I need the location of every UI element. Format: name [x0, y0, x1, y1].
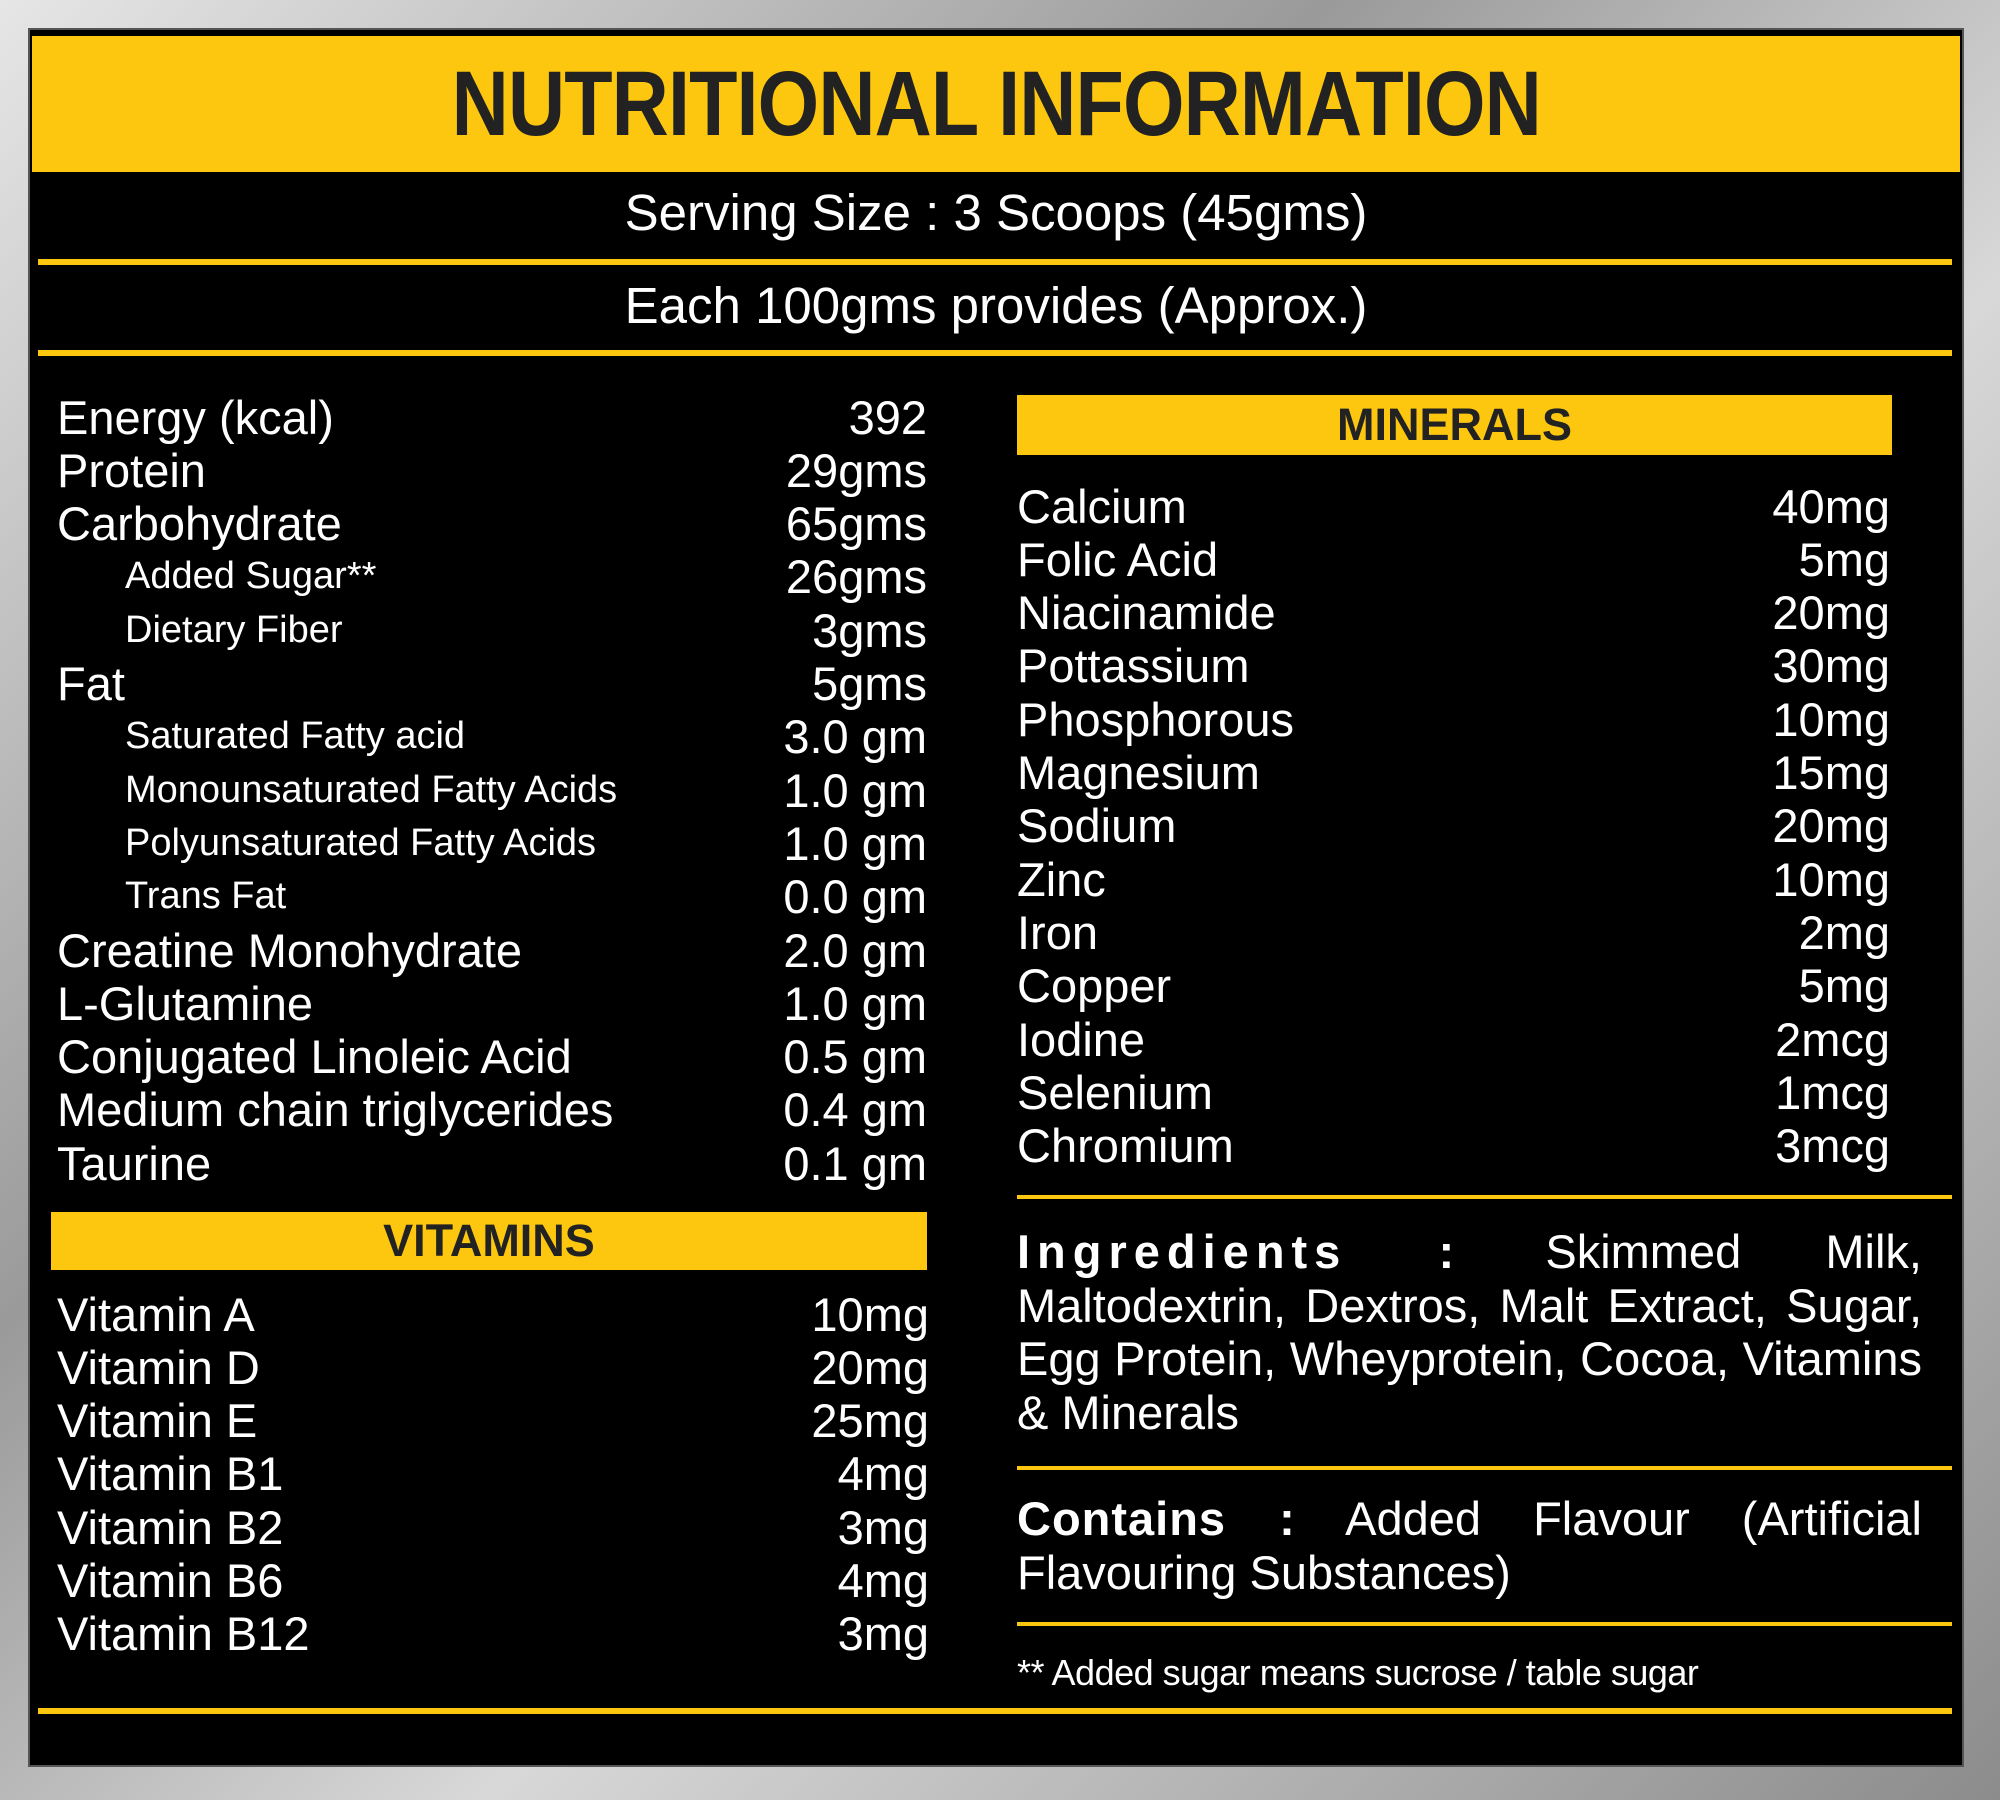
- nutrient-value: 3mg: [837, 1607, 929, 1661]
- minerals-bar: MINERALS: [1017, 395, 1892, 455]
- nutrient-value: 20mg: [1772, 586, 1890, 640]
- nutrient-value: 25mg: [811, 1394, 929, 1448]
- nutrient-value: 10mg: [1772, 692, 1890, 746]
- nutrient-label: L-Glutamine: [57, 976, 313, 1030]
- nutrient-value: 1mcg: [1775, 1065, 1890, 1119]
- nutrient-value: 3.0 gm: [783, 710, 927, 764]
- nutrient-value: 40mg: [1772, 479, 1890, 533]
- nutrient-label: Copper: [1017, 959, 1172, 1013]
- divider: [1017, 1622, 1952, 1626]
- sub-nutrient-label: Monounsaturated Fatty Acids: [125, 768, 618, 811]
- nutrient-value: 3gms: [812, 603, 927, 657]
- title-bar: NUTRITIONAL INFORMATION: [32, 36, 1960, 172]
- nutrient-label: Iron: [1017, 905, 1098, 959]
- nutrient-value: 5mg: [1798, 532, 1890, 586]
- divider: [1017, 1195, 1952, 1199]
- nutrient-value: 20mg: [1772, 799, 1890, 853]
- ingredients-label: Ingredients :: [1017, 1225, 1462, 1278]
- nutrient-value: 65gms: [785, 497, 927, 551]
- nutrient-label: Conjugated Linoleic Acid: [57, 1030, 572, 1084]
- nutrient-label: Fat: [57, 657, 125, 710]
- nutrient-label: Phosphorous: [1017, 692, 1294, 746]
- nutrient-label: Selenium: [1017, 1065, 1213, 1119]
- nutrient-value: 3mg: [837, 1500, 929, 1554]
- basis: Each 100gms provides (Approx.): [624, 277, 1368, 334]
- divider: [38, 350, 1952, 356]
- nutrient-label: Calcium: [1017, 479, 1187, 533]
- nutrient-label: Zinc: [1017, 852, 1106, 906]
- nutrient-value: 392: [848, 390, 927, 444]
- nutrient-value: 15mg: [1772, 746, 1890, 799]
- serving-size: Serving Size : 3 Scoops (45gms): [624, 184, 1368, 241]
- nutrient-label: Niacinamide: [1017, 586, 1276, 640]
- section-title: VITAMINS: [383, 1215, 595, 1266]
- nutrient-label: Iodine: [1017, 1012, 1146, 1066]
- nutrient-label: Vitamin A: [57, 1287, 255, 1341]
- nutrient-label: Creatine Monohydrate: [57, 923, 523, 977]
- contains-text: Added Flavour (Artificial Flavouring Sub…: [1017, 1492, 1922, 1599]
- nutrient-value: 0.0 gm: [783, 870, 927, 924]
- nutrient-value: 5gms: [812, 657, 927, 710]
- nutrient-label: Vitamin D: [57, 1340, 260, 1394]
- nutrient-value: 0.1 gm: [783, 1136, 927, 1190]
- label-panel: [28, 28, 1964, 1767]
- nutrient-value: 5mg: [1798, 959, 1890, 1013]
- nutrient-value: 2.0 gm: [783, 923, 927, 977]
- nutrient-label: Magnesium: [1017, 746, 1260, 799]
- nutrient-value: 4mg: [837, 1554, 929, 1607]
- nutrient-value: 1.0 gm: [783, 816, 927, 870]
- nutrient-value: 10mg: [1772, 852, 1890, 906]
- section-title: MINERALS: [1337, 399, 1572, 450]
- nutrient-value: 2mcg: [1775, 1012, 1890, 1066]
- nutrient-value: 1.0 gm: [783, 976, 927, 1030]
- divider: [1017, 1466, 1952, 1470]
- sub-nutrient-label: Polyunsaturated Fatty Acids: [125, 821, 597, 864]
- nutrient-label: Carbohydrate: [57, 497, 342, 551]
- nutrient-value: 29gms: [785, 443, 927, 497]
- nutrient-value: 1.0 gm: [783, 763, 927, 817]
- nutrient-label: Vitamin B12: [57, 1607, 310, 1661]
- contains-label: Contains :: [1017, 1492, 1296, 1545]
- nutrient-label: Pottassium: [1017, 639, 1250, 693]
- nutrient-value: 30mg: [1772, 639, 1890, 693]
- sub-nutrient-label: Added Sugar**: [125, 555, 377, 598]
- vitamins-bar: VITAMINS: [51, 1212, 927, 1270]
- sub-nutrient-label: Saturated Fatty acid: [125, 715, 466, 758]
- sub-nutrient-label: Dietary Fiber: [125, 608, 343, 651]
- nutrient-value: 2mg: [1798, 905, 1890, 959]
- divider: [38, 259, 1952, 265]
- nutrient-label: Chromium: [1017, 1119, 1234, 1173]
- nutrient-label: Vitamin B6: [57, 1554, 284, 1607]
- nutrient-label: Medium chain triglycerides: [57, 1083, 614, 1137]
- title: NUTRITIONAL INFORMATION: [451, 52, 1541, 155]
- nutrient-label: Energy (kcal): [57, 390, 334, 444]
- divider: [38, 1708, 1952, 1714]
- nutrient-label: Vitamin B1: [57, 1447, 284, 1501]
- nutrient-label: Sodium: [1017, 799, 1177, 853]
- sub-nutrient-label: Trans Fat: [125, 875, 287, 918]
- footnote: ** Added sugar means sucrose / table sug…: [1017, 1652, 1699, 1693]
- contains: Contains : Added Flavour (Artificial Fla…: [1017, 1492, 1922, 1599]
- nutrient-value: 0.5 gm: [783, 1030, 927, 1084]
- nutrient-value: 26gms: [785, 550, 927, 604]
- nutrient-value: 0.4 gm: [783, 1083, 927, 1137]
- nutrient-value: 20mg: [811, 1340, 929, 1394]
- nutrient-label: Folic Acid: [1017, 532, 1219, 586]
- nutrient-value: 4mg: [837, 1447, 929, 1501]
- ingredients: Ingredients : Skimmed Milk, Maltodextrin…: [1017, 1225, 1922, 1439]
- nutrient-label: Protein: [57, 443, 206, 497]
- nutrient-label: Vitamin B2: [57, 1500, 284, 1554]
- nutrient-label: Taurine: [57, 1136, 212, 1190]
- nutrient-value: 3mcg: [1775, 1119, 1890, 1173]
- nutrient-label: Vitamin E: [57, 1394, 258, 1448]
- nutrient-value: 10mg: [811, 1287, 929, 1341]
- ingredients-text: Skimmed Milk, Maltodextrin, Dextros, Mal…: [1017, 1225, 1922, 1439]
